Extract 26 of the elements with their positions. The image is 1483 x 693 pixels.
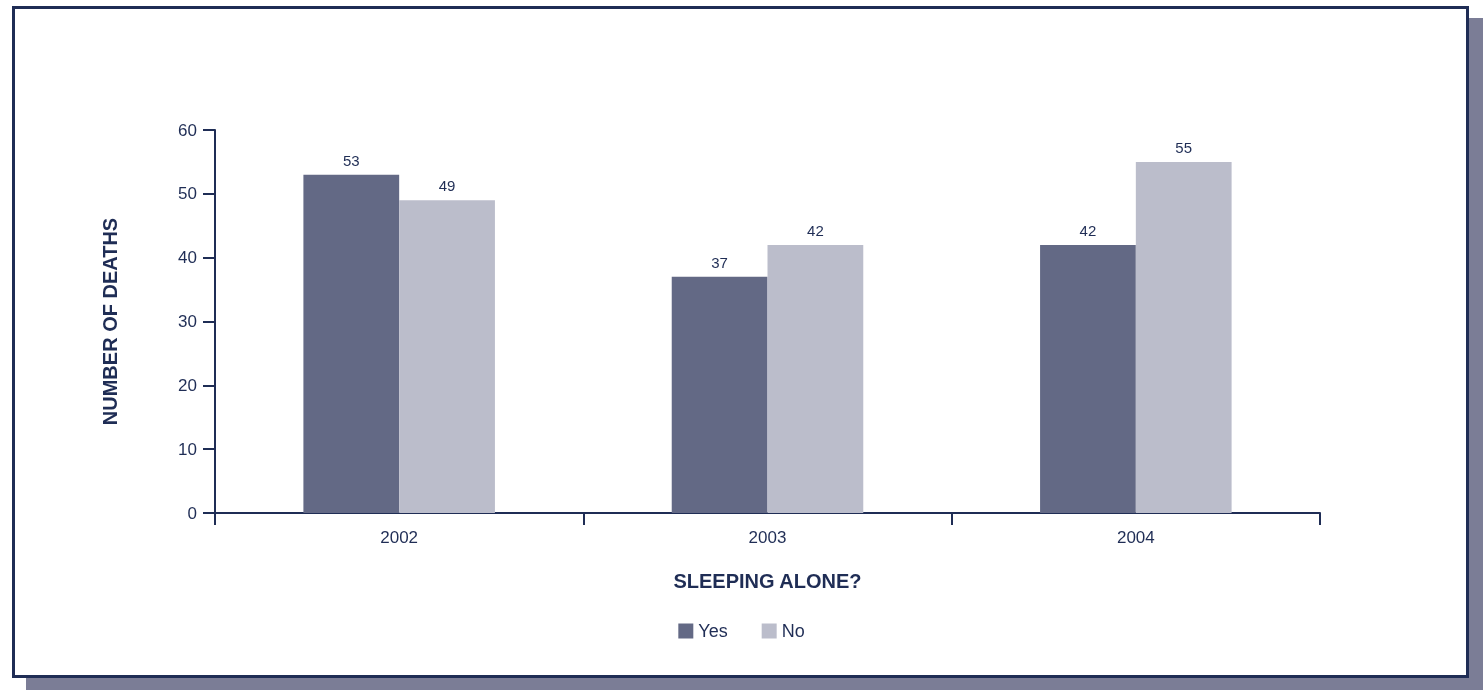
y-tick-label: 60 [178, 120, 197, 140]
bar [399, 200, 495, 513]
x-tick-label: 2002 [380, 528, 419, 547]
x-tick-label: 2003 [748, 528, 787, 547]
bar [671, 276, 768, 513]
bar [303, 174, 400, 513]
y-axis-title: NUMBER OF DEATHS [99, 217, 121, 426]
data-label: 55 [1175, 138, 1193, 156]
x-tick-label: 2004 [1116, 528, 1155, 547]
x-axis-title: SLEEPING ALONE? [673, 570, 862, 592]
y-tick-label: 30 [178, 312, 197, 331]
y-tick-label: 0 [187, 503, 197, 523]
data-label: 37 [711, 253, 728, 271]
bar [1135, 161, 1232, 513]
bar [767, 244, 864, 513]
legend-label: Yes [698, 621, 728, 641]
data-label: 53 [342, 151, 360, 169]
data-label: 42 [1079, 221, 1097, 239]
y-tick-label: 10 [178, 439, 197, 459]
bar [1040, 244, 1136, 513]
y-tick-label: 50 [178, 184, 197, 204]
data-label: 49 [438, 177, 456, 195]
y-tick-label: 40 [178, 248, 197, 268]
data-label: 42 [807, 221, 824, 239]
y-tick-label: 20 [178, 375, 197, 395]
legend-label: No [781, 621, 805, 641]
